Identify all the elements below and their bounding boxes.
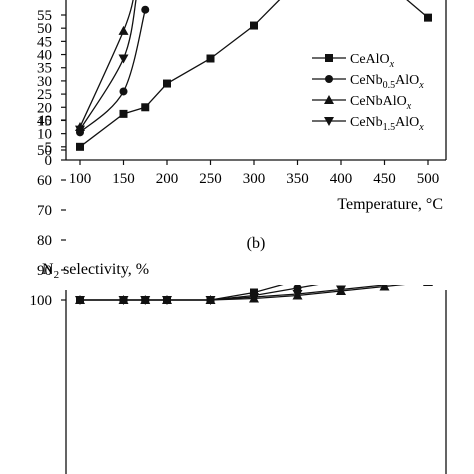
top-y-tick-label: 40 [37,48,52,64]
top-data-point [75,125,85,135]
top-x-tick-label: 100 [69,171,92,187]
bottom-data-point [424,232,432,240]
bottom-y-tick-label: 60 [37,173,52,189]
top-y-tick-label: 0 [45,153,53,169]
bottom-data-point [118,296,129,305]
top-data-point [206,54,215,63]
legend-label-sub2: x [389,59,395,70]
legend-label: CeAlOx [350,52,395,70]
top-y-tick-label: 50 [37,21,52,37]
top-x-tick-label: 200 [156,171,179,187]
legend-label: CeNb0.5AlOx [350,73,424,91]
bottom-series-line [80,285,390,301]
top-data-point [141,5,150,14]
top-x-tick-label: 300 [243,171,266,187]
top-x-ticks: 100 150 200 250 300 350 400 450 500 [69,160,440,187]
top-y-tick-label: 10 [37,127,52,143]
bottom-data-point [140,296,151,305]
top-data-point [119,109,128,118]
top-data-point [424,13,432,22]
bottom-data-point [423,275,433,284]
bottom-data-point [336,285,346,295]
legend-label: CeNbAlOx [350,94,412,112]
top-y-tick-label: 45 [37,34,52,50]
legend-label-sub: 1.5 [383,122,396,133]
top-y-tick-label: 35 [37,61,52,77]
top-y-tick-label: 20 [37,100,52,116]
legend-marker [324,117,334,126]
bottom-data-point [424,262,432,270]
bottom-data-point [249,293,259,302]
top-x-tick-label: 250 [199,171,222,187]
bottom-y-tick-label: 50 [37,143,52,159]
bottom-data-point [75,296,85,305]
top-y-tick-label: 30 [37,74,52,90]
legend-label-sub2: x [418,122,424,133]
bottom-data-point [381,285,388,290]
bottom-y-axis-label: N2 selectivity, % [42,261,149,281]
top-x-tick-label: 450 [373,171,396,187]
top-data-point [119,87,128,96]
legend-label: CeNb1.5AlOx [350,115,424,133]
bottom-data-point [337,277,345,285]
top-data-point [141,103,150,112]
top-x-tick-label: 400 [330,171,353,187]
legend-marker [324,95,334,104]
bottom-data-point [381,242,389,250]
bottom-y-tick-label: 90 [37,263,52,279]
bottom-y-axis-label-pre: N [42,261,54,278]
bottom-y-axis-label-sub: 2 [54,269,60,281]
top-data-point [163,79,171,88]
legend-label-mid: AlO [395,73,419,88]
legend-label-base: CeNbAlO [350,94,407,109]
bottom-data-point [337,254,345,262]
top-series-group [75,0,432,151]
legend-label-sub2: x [406,101,412,112]
legend-label-sub2: x [418,80,424,91]
bottom-data-point [381,268,389,276]
panel-label: (b) [247,235,266,252]
legend-label-mid: AlO [395,115,419,130]
bottom-y-tick-label: 40 [37,113,52,129]
top-x-tick-label: 350 [286,171,309,187]
top-y-tick-label: 15 [37,113,52,129]
bottom-data-point [162,296,172,305]
legend-label-base: CeNb [350,73,383,88]
top-chart-panel: 100 150 200 250 300 350 400 450 500 051015202530… [37,0,447,213]
legend-label-base: CeNb [350,115,383,130]
top-x-axis-label: Temperature, °C [337,196,443,213]
top-data-point [118,54,129,64]
legend-label-base: CeAlO [350,52,390,67]
legend-marker [325,54,333,62]
legend-label-sub: 0.5 [383,80,396,91]
bottom-data-point [292,290,303,299]
bottom-data-point [423,285,433,286]
bottom-y-tick-label: 80 [37,233,52,249]
bottom-data-point [205,296,216,305]
legend-marker [325,75,333,83]
top-series-line [79,0,134,128]
bottom-data-point [294,277,302,285]
top-y-tick-label: 5 [45,140,53,156]
top-y-tick-label: 25 [37,87,52,103]
bottom-y-axis-label-post: selectivity, % [59,261,149,278]
top-data-point [118,25,129,35]
top-x-tick-label: 500 [417,171,440,187]
bottom-y-tick-label: 70 [37,203,52,219]
top-data-point [76,142,84,151]
bottom-y-tick-label: 100 [30,293,53,309]
top-data-point [250,21,258,30]
bottom-series-group [75,232,433,305]
top-x-tick-label: 150 [112,171,135,187]
top-y-tick-label: 55 [37,8,52,24]
